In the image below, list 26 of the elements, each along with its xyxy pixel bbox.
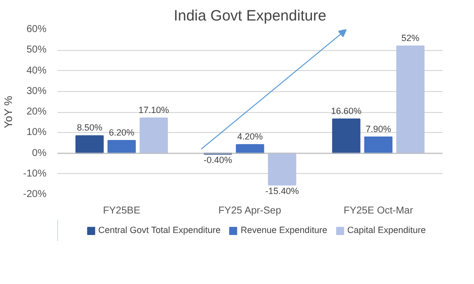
data-label: 8.50% [76,122,102,133]
data-label: 6.20% [108,127,134,138]
data-label: 4.20% [237,132,263,142]
data-label: -15.40% [265,186,299,196]
y-tick-label: 50% [26,44,47,56]
legend-label: Central Govt Total Expenditure [98,225,221,235]
data-label: 17.10% [138,104,170,115]
y-tick-label: 30% [26,86,47,97]
x-tick-label: FY25BE [103,206,141,216]
legend-label: Revenue Expenditure [240,225,328,235]
data-label: -0.40% [204,155,232,166]
legend-label: Capital Expenditure [347,225,426,235]
y-tick-label: 40% [26,65,47,76]
y-tick-label: -20% [23,189,47,200]
data-label: 52% [401,33,420,43]
y-tick-label: 60% [26,24,47,35]
y-tick-label: 20% [26,106,47,118]
y-tick-label: -10% [23,168,47,180]
x-tick-label: FY25E Oct-Mar [344,206,414,216]
y-tick-label: 10% [26,127,47,138]
x-tick-label: FY25 Apr-Sep [218,206,282,216]
y-tick-label: 0% [32,148,47,159]
data-label: 16.60% [330,106,362,116]
chart-title: India Govt Expenditure [174,8,326,24]
data-label: 7.90% [366,124,392,134]
y-axis-title: YoY % [3,96,16,128]
